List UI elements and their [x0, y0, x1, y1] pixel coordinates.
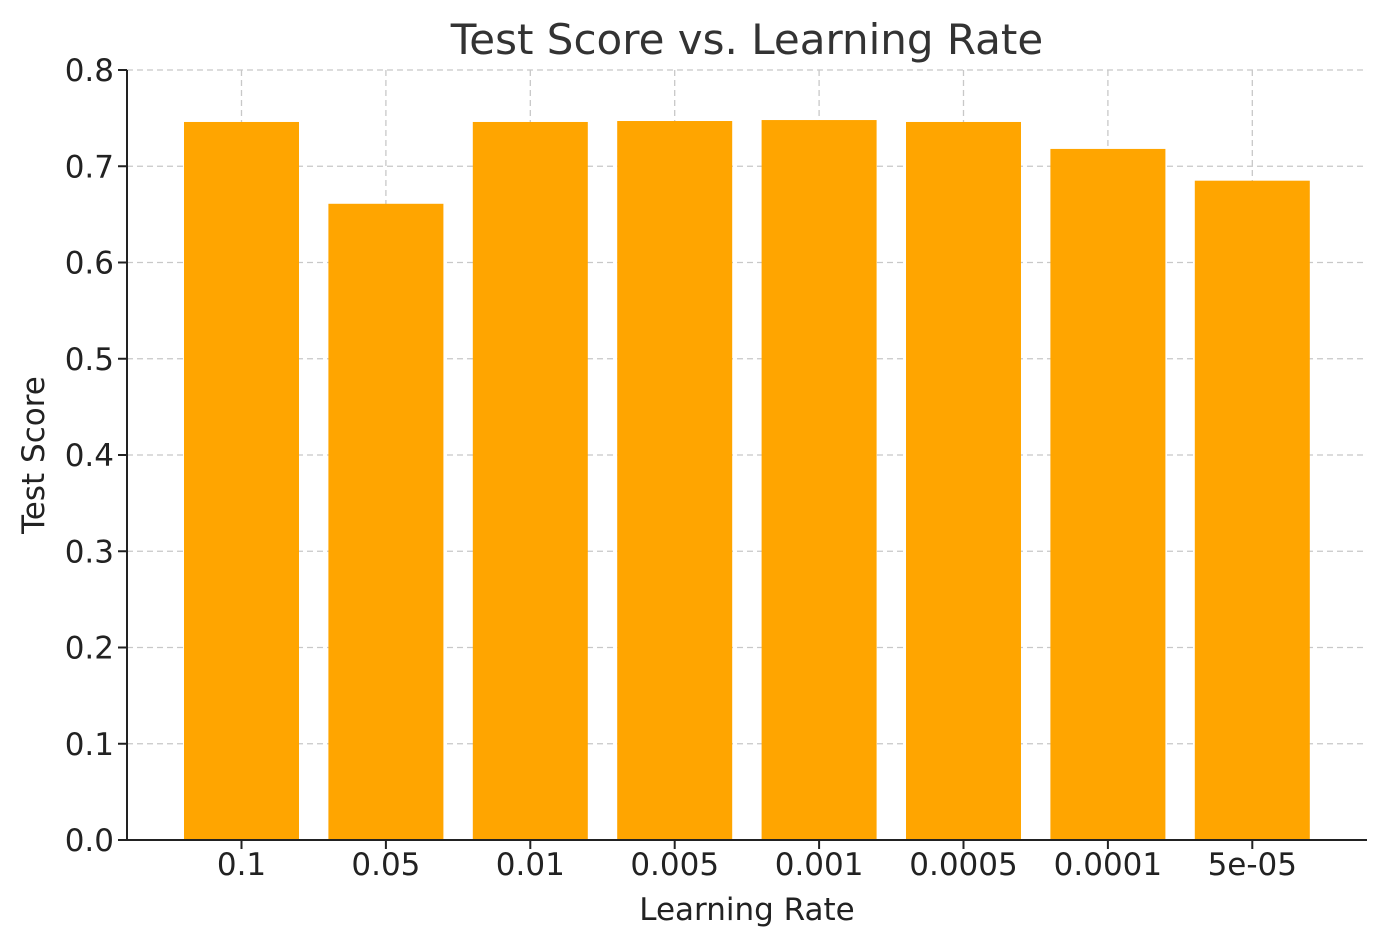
- chart-title: Test Score vs. Learning Rate: [450, 15, 1043, 64]
- x-tick-label: 0.05: [351, 847, 420, 883]
- bar: [761, 120, 877, 841]
- x-ticks: 0.1 0.05 0.01 0.005 0.001 0.0005 0.0001 5e-05: [217, 840, 1297, 883]
- y-axis-label: Test Score: [16, 376, 52, 535]
- y-tick-label: 0.0: [65, 823, 114, 859]
- y-tick-label: 0.7: [65, 149, 114, 185]
- bars: [184, 120, 1310, 841]
- x-tick-label: 0.1: [217, 847, 266, 883]
- y-tick-label: 0.3: [65, 534, 114, 570]
- y-tick-label: 0.4: [65, 438, 114, 474]
- bar: [1194, 180, 1310, 840]
- y-tick-label: 0.8: [65, 53, 114, 89]
- bar: [472, 121, 588, 841]
- x-tick-label: 0.001: [775, 847, 864, 883]
- y-tick-label: 0.6: [65, 246, 114, 282]
- x-axis-label: Learning Rate: [639, 892, 855, 928]
- x-tick-label: 0.0001: [1054, 847, 1162, 883]
- bar: [184, 121, 299, 841]
- grid: [127, 69, 1367, 840]
- x-tick-label: 5e-05: [1208, 847, 1297, 883]
- y-tick-label: 0.5: [65, 342, 114, 378]
- x-tick-label: 0.01: [496, 847, 565, 883]
- y-tick-label: 0.2: [65, 631, 114, 667]
- bar: [617, 121, 733, 840]
- y-tick-label: 0.1: [65, 727, 114, 763]
- x-tick-label: 0.0005: [909, 847, 1017, 883]
- bar: [1050, 148, 1166, 841]
- x-tick-label: 0.005: [630, 847, 719, 883]
- bar: [906, 121, 1021, 841]
- y-ticks: 0.0 0.1 0.2 0.3 0.4 0.5 0.6 0.7 0.8: [65, 53, 127, 859]
- bar: [328, 203, 444, 841]
